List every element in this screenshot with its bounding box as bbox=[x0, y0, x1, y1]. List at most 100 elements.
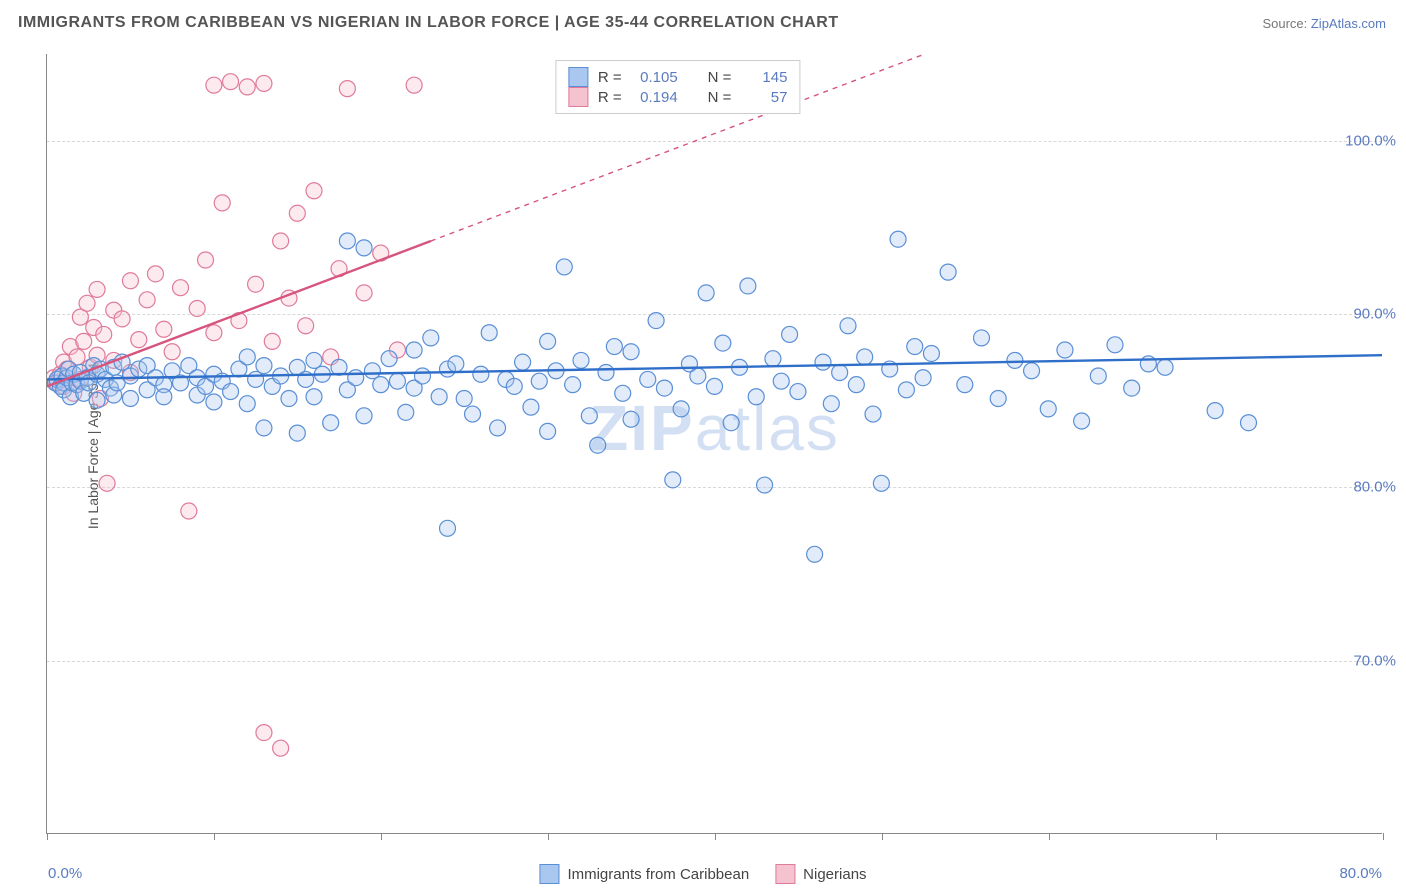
data-point bbox=[740, 278, 756, 294]
swatch-nigerian bbox=[568, 87, 588, 107]
data-point bbox=[131, 332, 147, 348]
data-point bbox=[256, 420, 272, 436]
data-point bbox=[339, 233, 355, 249]
data-point bbox=[531, 373, 547, 389]
data-point bbox=[757, 477, 773, 493]
data-point bbox=[765, 351, 781, 367]
data-point bbox=[1024, 363, 1040, 379]
data-point bbox=[79, 295, 95, 311]
data-point bbox=[223, 74, 239, 90]
data-point bbox=[264, 333, 280, 349]
data-point bbox=[96, 326, 112, 342]
data-point bbox=[506, 378, 522, 394]
x-axis-min-label: 0.0% bbox=[48, 865, 82, 882]
r-label: R = bbox=[598, 69, 622, 86]
data-point bbox=[239, 79, 255, 95]
data-point bbox=[156, 389, 172, 405]
data-point bbox=[139, 292, 155, 308]
data-point bbox=[289, 425, 305, 441]
correlation-legend: R = 0.105 N = 145 R = 0.194 N = 57 bbox=[555, 60, 801, 114]
y-tick-label: 90.0% bbox=[1353, 306, 1396, 323]
data-point bbox=[289, 205, 305, 221]
data-point bbox=[156, 321, 172, 337]
chart-title: IMMIGRANTS FROM CARIBBEAN VS NIGERIAN IN… bbox=[18, 14, 839, 32]
data-point bbox=[239, 349, 255, 365]
data-point bbox=[673, 401, 689, 417]
data-point bbox=[440, 520, 456, 536]
data-point bbox=[1207, 403, 1223, 419]
x-tick bbox=[381, 833, 382, 840]
data-point bbox=[715, 335, 731, 351]
data-point bbox=[206, 394, 222, 410]
data-point bbox=[782, 326, 798, 342]
data-point bbox=[490, 420, 506, 436]
data-point bbox=[898, 382, 914, 398]
data-point bbox=[698, 285, 714, 301]
data-point bbox=[848, 377, 864, 393]
data-point bbox=[189, 300, 205, 316]
swatch-caribbean bbox=[568, 67, 588, 87]
data-point bbox=[1040, 401, 1056, 417]
data-point bbox=[406, 77, 422, 93]
data-point bbox=[356, 408, 372, 424]
data-point bbox=[581, 408, 597, 424]
data-point bbox=[540, 423, 556, 439]
data-point bbox=[748, 389, 764, 405]
data-point bbox=[1074, 413, 1090, 429]
data-point bbox=[381, 351, 397, 367]
data-point bbox=[256, 725, 272, 741]
n-value-caribbean: 145 bbox=[741, 69, 787, 86]
data-point bbox=[248, 276, 264, 292]
data-point bbox=[373, 377, 389, 393]
data-point bbox=[239, 396, 255, 412]
data-point bbox=[122, 391, 138, 407]
data-point bbox=[1241, 415, 1257, 431]
data-point bbox=[1124, 380, 1140, 396]
n-label: N = bbox=[708, 69, 732, 86]
data-point bbox=[598, 365, 614, 381]
data-point bbox=[364, 363, 380, 379]
data-point bbox=[865, 406, 881, 422]
data-point bbox=[615, 385, 631, 401]
data-point bbox=[957, 377, 973, 393]
data-point bbox=[147, 266, 163, 282]
data-point bbox=[198, 252, 214, 268]
data-point bbox=[256, 75, 272, 91]
data-point bbox=[1090, 368, 1106, 384]
x-tick bbox=[1383, 833, 1384, 840]
data-point bbox=[348, 370, 364, 386]
data-point bbox=[707, 378, 723, 394]
data-point bbox=[890, 231, 906, 247]
data-point bbox=[823, 396, 839, 412]
data-point bbox=[323, 415, 339, 431]
data-point bbox=[76, 333, 92, 349]
n-label: N = bbox=[708, 89, 732, 106]
data-point bbox=[815, 354, 831, 370]
chart-canvas bbox=[47, 54, 1382, 833]
data-point bbox=[173, 280, 189, 296]
data-point bbox=[406, 342, 422, 358]
data-point bbox=[606, 339, 622, 355]
r-value-nigerian: 0.194 bbox=[632, 89, 678, 106]
data-point bbox=[974, 330, 990, 346]
data-point bbox=[298, 318, 314, 334]
data-point bbox=[790, 384, 806, 400]
data-point bbox=[556, 259, 572, 275]
legend-row-nigerian: R = 0.194 N = 57 bbox=[568, 87, 788, 107]
data-point bbox=[448, 356, 464, 372]
data-point bbox=[398, 404, 414, 420]
data-point bbox=[915, 370, 931, 386]
data-point bbox=[590, 437, 606, 453]
data-point bbox=[256, 358, 272, 374]
data-point bbox=[832, 365, 848, 381]
data-point bbox=[923, 345, 939, 361]
source-link[interactable]: ZipAtlas.com bbox=[1311, 16, 1386, 31]
data-point bbox=[456, 391, 472, 407]
data-point bbox=[940, 264, 956, 280]
data-point bbox=[356, 240, 372, 256]
data-point bbox=[1157, 359, 1173, 375]
data-point bbox=[389, 373, 405, 389]
data-point bbox=[89, 392, 105, 408]
data-point bbox=[990, 391, 1006, 407]
data-point bbox=[907, 339, 923, 355]
